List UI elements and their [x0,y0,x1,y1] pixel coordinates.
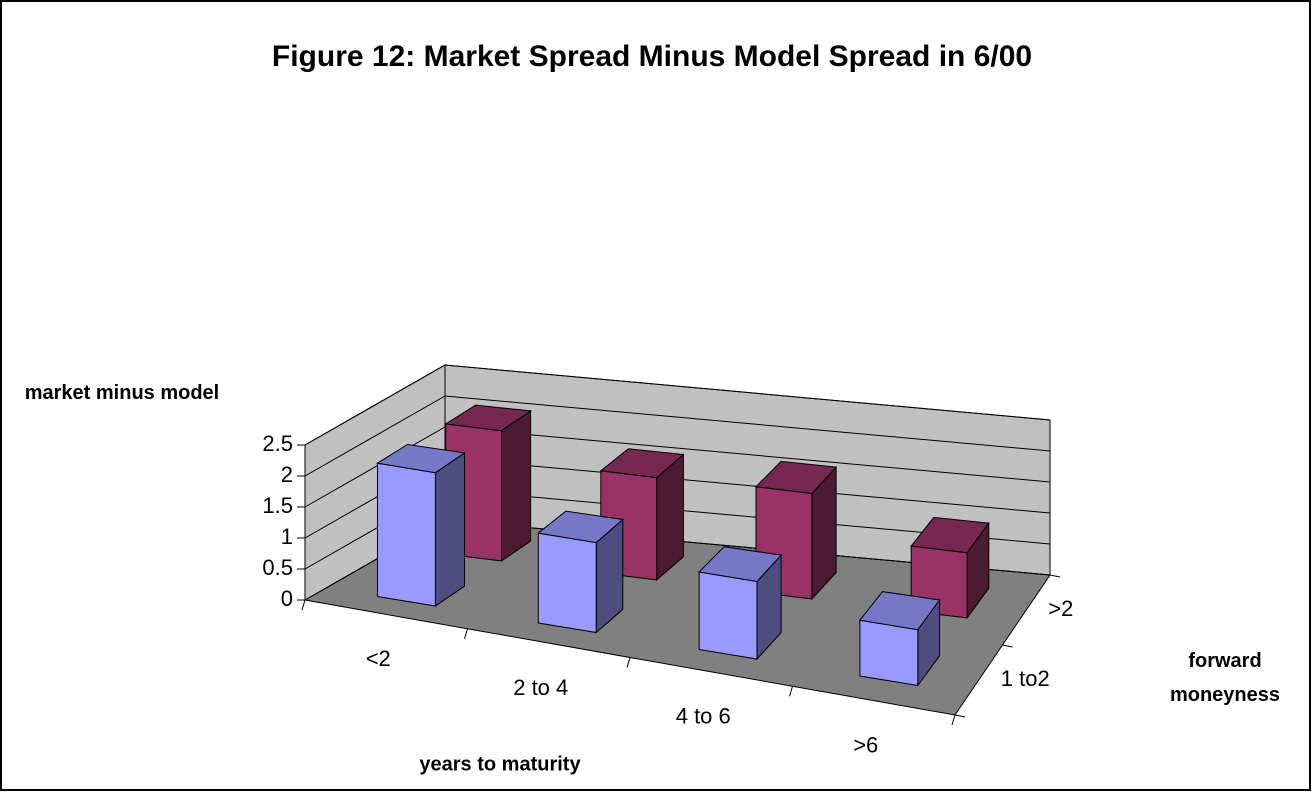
x-tick-label: >6 [853,732,878,757]
x-axis-title: years to maturity [419,753,581,775]
y-tick-label: 0.5 [262,555,293,580]
bar-side [501,409,532,562]
x-tick [301,599,306,611]
bar-top [537,510,624,544]
series-label: 1 to2 [1001,666,1050,691]
x-tick [789,686,793,697]
bar-front [859,619,919,687]
x-tick [951,714,956,726]
grid-line [304,364,1051,446]
y-tick-label: 2 [281,462,293,487]
z-tick [1049,574,1061,578]
x-tick-label: 2 to 4 [513,675,568,700]
y-tick-label: 2.5 [262,431,293,456]
y-tick-label: 0 [281,586,293,611]
bar-top [754,460,838,495]
z-tick [1002,644,1013,648]
grid-line [304,395,1051,477]
z-axis-title: forward moneyness [1169,650,1281,706]
bar-top [376,443,466,474]
bar-top [599,448,685,479]
bar-top [858,591,941,631]
x-tick-label: <2 [366,646,391,671]
bar-front [377,462,436,607]
grid-line [304,426,1051,508]
bar-top [444,404,533,432]
bar-top [910,516,990,554]
y-axis-title: market minus model [24,382,220,404]
y-tick-label: 1.5 [262,493,293,518]
series-label: >2 [1048,596,1073,621]
x-tick [626,657,631,668]
bar-front [537,532,597,634]
x-tick-label: 4 to 6 [676,704,731,729]
bar-side [434,451,465,607]
x-tick [464,628,468,639]
bar-top [698,546,783,583]
chart-title: Figure 12: Market Spread Minus Model Spr… [272,40,1032,73]
y-tick-label: 1 [281,524,293,549]
bar-front [698,571,758,660]
z-tick [954,714,966,718]
